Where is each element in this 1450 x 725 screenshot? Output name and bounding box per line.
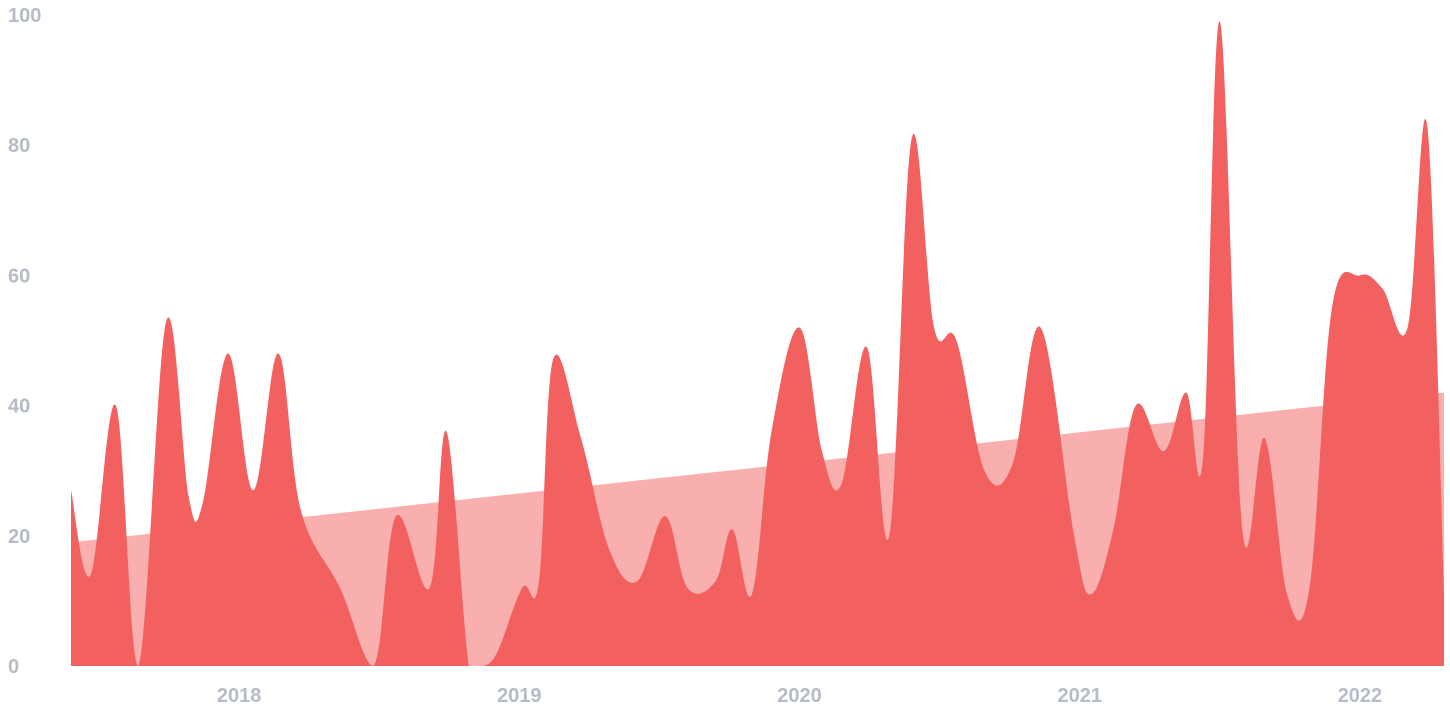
series-area <box>71 21 1444 666</box>
x-tick-label: 2020 <box>777 685 822 707</box>
y-tick-label: 60 <box>8 265 30 287</box>
x-tick-label: 2021 <box>1057 685 1102 707</box>
x-tick-label: 2019 <box>497 685 542 707</box>
y-axis-ticks: 0 20 40 60 80 100 <box>8 5 41 678</box>
x-tick-label: 2018 <box>217 685 262 707</box>
y-tick-label: 0 <box>8 656 19 678</box>
y-tick-label: 80 <box>8 135 30 157</box>
x-tick-label: 2022 <box>1338 685 1383 707</box>
x-axis-ticks: 2018 2019 2020 2021 2022 <box>217 685 1382 707</box>
y-tick-label: 40 <box>8 396 30 418</box>
y-tick-label: 100 <box>8 5 41 27</box>
y-tick-label: 20 <box>8 526 30 548</box>
